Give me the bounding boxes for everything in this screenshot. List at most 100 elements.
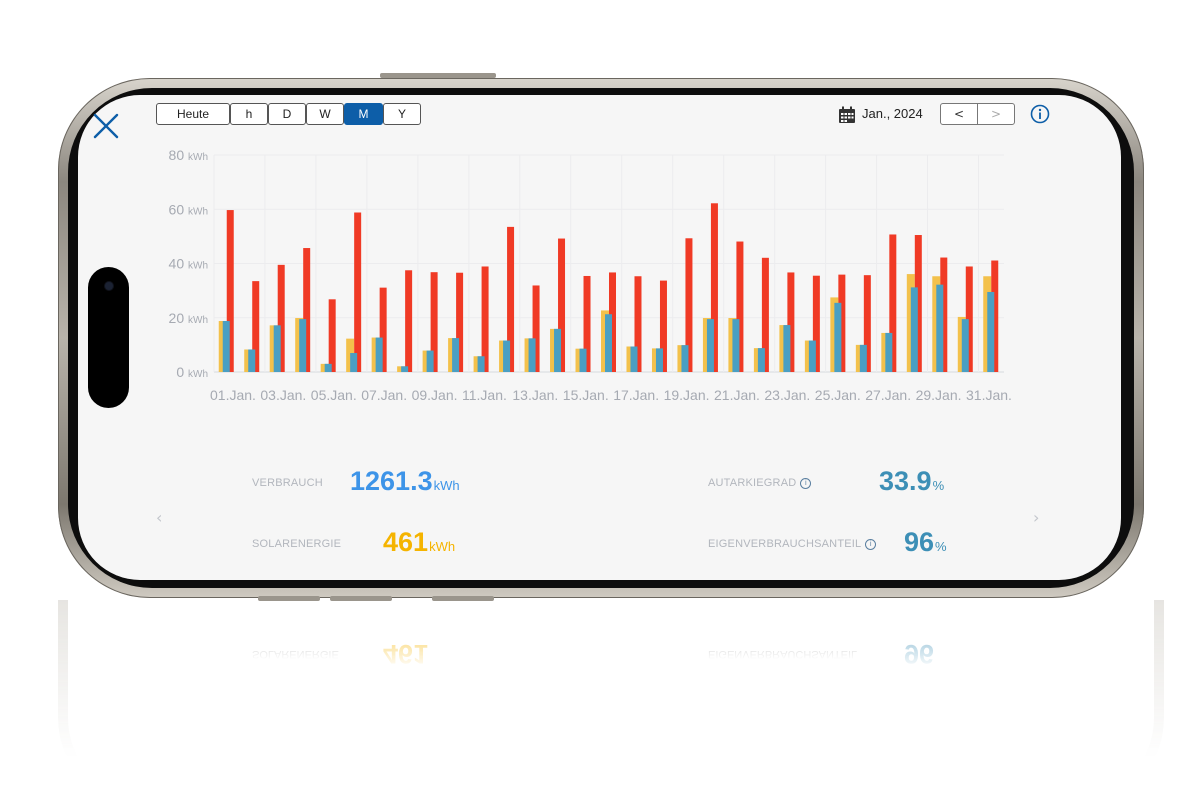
self-use-bar <box>273 325 281 372</box>
consumption-bar <box>914 235 922 372</box>
info-icon[interactable]: i <box>800 478 812 489</box>
chevron-right-icon: > <box>990 107 1002 121</box>
volume-button <box>258 596 320 601</box>
x-tick-label: 01.Jan. <box>210 387 256 403</box>
solar-unit: kWh <box>429 539 456 554</box>
self-use-bar <box>324 363 332 372</box>
info-icon[interactable] <box>1030 104 1050 124</box>
consumption-bar <box>710 203 718 372</box>
chevron-right-icon[interactable]: › <box>1033 508 1040 527</box>
action-button <box>432 596 494 601</box>
consumption-bar <box>277 264 285 372</box>
consumption-bar <box>838 274 846 372</box>
self-use-bar <box>579 348 587 372</box>
x-tick-label: 21.Jan. <box>714 387 760 403</box>
selfuse-number: 96 <box>904 527 935 557</box>
chevron-left-icon[interactable]: ‹ <box>156 508 163 527</box>
consumption-bar <box>863 275 871 372</box>
consumption-bar <box>430 272 438 372</box>
self-use-bar <box>401 366 409 372</box>
period-button-d[interactable]: D <box>268 103 306 125</box>
dynamic-island <box>88 267 129 408</box>
consumption-bar <box>659 280 667 372</box>
close-icon[interactable] <box>93 113 119 139</box>
selfuse-label: EIGENVERBRAUCHSANTEIL i <box>708 538 877 550</box>
self-use-bar <box>757 348 765 372</box>
next-period-button[interactable]: > <box>977 103 1015 125</box>
consumption-bar <box>507 226 515 372</box>
consumption-bar <box>405 270 413 372</box>
period-button-heute[interactable]: Heute <box>156 103 230 125</box>
consumption-bar <box>787 272 795 372</box>
consumption-bar <box>303 248 311 372</box>
x-tick-label: 31.Jan. <box>966 387 1012 403</box>
consumption-bar <box>940 257 948 372</box>
calendar-icon[interactable] <box>838 106 856 124</box>
self-use-bar <box>350 353 358 372</box>
x-tick-label: 23.Jan. <box>764 387 810 403</box>
chevron-left-icon: < <box>953 107 965 121</box>
consumption-bar <box>761 257 769 372</box>
self-use-bar <box>299 319 307 372</box>
selfuse-value: 96% <box>904 527 947 558</box>
consumption-bar <box>634 276 642 372</box>
consumption-bar <box>889 234 897 372</box>
period-button-w[interactable]: W <box>306 103 344 125</box>
info-icon[interactable]: i <box>865 539 877 550</box>
consumption-bar <box>226 210 234 372</box>
solar-bar <box>244 349 253 372</box>
self-use-bar <box>477 356 485 372</box>
solar-value: 461kWh <box>383 527 455 558</box>
self-use-bar <box>222 321 230 372</box>
front-camera <box>105 282 113 290</box>
y-tick-label: 60 kWh <box>169 201 208 217</box>
selected-period-label: Jan., 2024 <box>862 106 923 121</box>
reflection-selfuse-label: EIGENVERBRAUCHSANTEIL <box>708 648 858 660</box>
consumption-bar <box>456 272 464 372</box>
y-tick-label: 20 kWh <box>169 310 208 326</box>
consumption-bar <box>558 238 566 372</box>
x-tick-label: 05.Jan. <box>311 387 357 403</box>
self-use-bar <box>910 287 918 372</box>
self-use-bar <box>503 340 511 372</box>
reflection-solar-value: 461 <box>383 639 429 669</box>
period-button-m[interactable]: M <box>344 103 383 125</box>
consumption-bar <box>252 281 260 372</box>
consumption-bar <box>354 212 362 372</box>
previous-period-button[interactable]: < <box>940 103 978 125</box>
x-tick-label: 17.Jan. <box>613 387 659 403</box>
x-tick-label: 07.Jan. <box>361 387 407 403</box>
self-use-bar <box>808 340 816 372</box>
reflection-frame <box>58 600 1164 788</box>
consumption-bar <box>532 285 540 372</box>
x-tick-label: 09.Jan. <box>412 387 458 403</box>
consumption-bar <box>685 238 693 372</box>
x-tick-label: 15.Jan. <box>563 387 609 403</box>
x-tick-label: 19.Jan. <box>664 387 710 403</box>
consumption-bar <box>965 266 973 372</box>
autarky-label: AUTARKIEGRAD i <box>708 477 812 489</box>
volume-button <box>330 596 392 601</box>
y-tick-label: 80 kWh <box>169 147 208 163</box>
side-button-top <box>380 73 496 78</box>
self-use-bar <box>936 284 944 372</box>
self-use-bar <box>681 345 689 372</box>
self-use-bar <box>452 338 460 372</box>
consumption-bar <box>328 299 336 372</box>
period-button-y[interactable]: Y <box>383 103 421 125</box>
self-use-bar <box>783 325 791 372</box>
self-use-bar <box>248 349 256 372</box>
self-use-bar <box>706 319 714 372</box>
autarky-number: 33.9 <box>879 466 932 496</box>
phone-reflection: SOLARENERGIE 461 EIGENVERBRAUCHSANTEIL 9… <box>0 600 1200 788</box>
period-button-h[interactable]: h <box>230 103 268 125</box>
autarky-unit: % <box>932 478 945 493</box>
autarky-label-text: AUTARKIEGRAD <box>708 477 797 489</box>
x-tick-label: 11.Jan. <box>462 387 507 403</box>
x-tick-label: 13.Jan. <box>512 387 558 403</box>
selfuse-unit: % <box>935 539 947 554</box>
consumption-unit: kWh <box>433 478 460 493</box>
self-use-bar <box>834 302 842 372</box>
consumption-bar <box>736 241 744 372</box>
solar-label: SOLARENERGIE <box>252 538 342 550</box>
